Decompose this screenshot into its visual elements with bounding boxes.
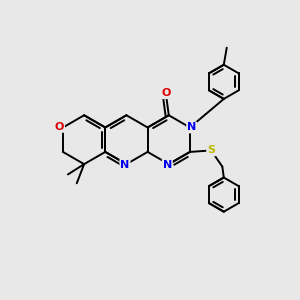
- Text: N: N: [187, 122, 196, 133]
- Text: O: O: [55, 122, 64, 132]
- Text: N: N: [120, 160, 130, 170]
- Text: S: S: [207, 146, 215, 155]
- Text: N: N: [163, 160, 172, 170]
- Text: O: O: [161, 88, 170, 98]
